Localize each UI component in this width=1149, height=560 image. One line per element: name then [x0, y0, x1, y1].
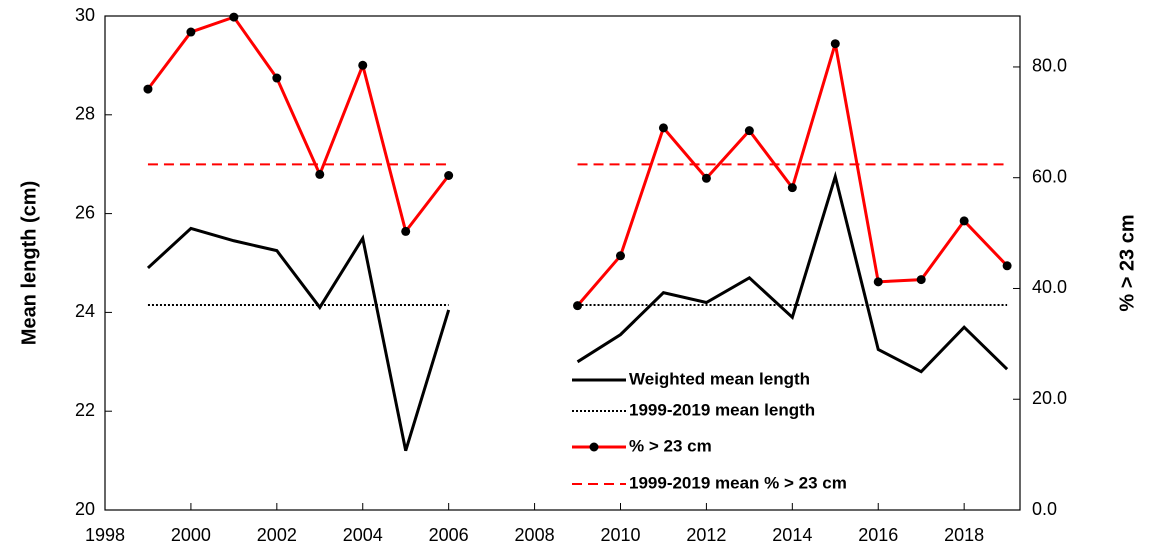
legend-label: Weighted mean length: [629, 369, 810, 388]
legend-label: % > 23 cm: [629, 436, 712, 455]
y2-tick-label: 20.0: [1032, 388, 1067, 408]
y-tick-label: 26: [75, 202, 95, 222]
x-tick-label: 1998: [85, 525, 125, 545]
x-tick-label: 2000: [171, 525, 211, 545]
point: [701, 173, 711, 183]
y2-axis-label: % > 23 cm: [1116, 214, 1138, 311]
point: [143, 84, 153, 94]
x-tick-label: 2012: [686, 525, 726, 545]
plot-frame: [104, 15, 1021, 511]
point: [272, 73, 282, 83]
point: [315, 169, 325, 179]
x-tick-label: 2006: [429, 525, 469, 545]
point: [444, 170, 454, 180]
y2-tick-label: 80.0: [1032, 56, 1067, 76]
y2-tick-label: 0.0: [1032, 499, 1057, 519]
y2-tick-label: 60.0: [1032, 166, 1067, 186]
point: [916, 275, 926, 285]
point: [229, 12, 239, 22]
point: [573, 301, 583, 311]
legend-label: 1999-2019 mean length: [629, 400, 815, 419]
point: [401, 226, 411, 236]
x-tick-label: 2016: [858, 525, 898, 545]
point: [358, 60, 368, 70]
y-tick-label: 24: [75, 301, 95, 321]
x-tick-label: 2004: [343, 525, 383, 545]
point: [830, 39, 840, 49]
y-tick-label: 22: [75, 400, 95, 420]
series-line: [146, 170, 1009, 452]
x-tick-label: 2008: [515, 525, 555, 545]
legend-marker: [589, 442, 599, 452]
x-tick-label: 2002: [257, 525, 297, 545]
point: [787, 183, 797, 193]
point: [744, 126, 754, 136]
point: [658, 123, 668, 133]
legend-label: 1999-2019 mean % > 23 cm: [629, 473, 847, 492]
y-tick-label: 30: [75, 5, 95, 25]
point: [1002, 261, 1012, 271]
series-line: [146, 15, 1009, 307]
y-axis-label: Mean length (cm): [18, 181, 40, 345]
y-tick-label: 20: [75, 499, 95, 519]
y2-tick-label: 40.0: [1032, 277, 1067, 297]
x-tick-label: 2014: [772, 525, 812, 545]
y-tick-label: 28: [75, 104, 95, 124]
point: [186, 27, 196, 37]
point: [615, 251, 625, 261]
x-tick-label: 2010: [600, 525, 640, 545]
x-tick-label: 2018: [944, 525, 984, 545]
point: [873, 277, 883, 287]
point: [959, 216, 969, 226]
